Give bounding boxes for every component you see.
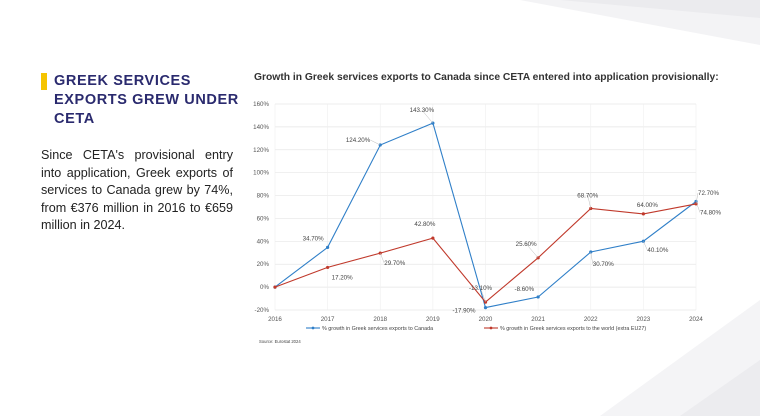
legend-marker xyxy=(489,326,493,330)
data-label: 68.70% xyxy=(577,192,598,199)
data-point xyxy=(273,285,277,289)
data-label: 17.20% xyxy=(332,274,353,281)
data-label: 34.70% xyxy=(303,235,324,242)
legend-marker xyxy=(311,326,315,330)
y-tick-label: 140% xyxy=(253,124,269,131)
y-tick-label: 20% xyxy=(257,261,270,268)
x-tick-label: 2017 xyxy=(321,316,335,323)
data-point xyxy=(589,250,593,254)
data-point xyxy=(483,305,488,310)
x-tick-label: 2020 xyxy=(479,316,493,323)
source-note: Source: Eurostat 2024 xyxy=(259,339,301,344)
x-tick-label: 2019 xyxy=(426,316,440,323)
data-point xyxy=(536,295,540,299)
y-tick-label: 40% xyxy=(257,238,270,245)
y-tick-label: 0% xyxy=(260,284,269,291)
data-point xyxy=(378,251,382,255)
page-heading: GREEK SERVICES EXPORTS GREW UNDER CETA xyxy=(54,73,239,127)
y-tick-label: 100% xyxy=(253,170,269,177)
data-label: 29.70% xyxy=(384,260,405,267)
label-leader xyxy=(525,243,539,258)
x-tick-label: 2022 xyxy=(584,316,598,323)
data-point xyxy=(641,212,645,216)
y-tick-label: -20% xyxy=(255,307,270,314)
data-label: 40.10% xyxy=(647,247,668,254)
data-label: 64.00% xyxy=(637,202,658,209)
y-tick-label: 80% xyxy=(257,193,270,200)
y-tick-label: 120% xyxy=(253,147,269,154)
data-label: 42.80% xyxy=(414,221,435,228)
data-label: 74.80% xyxy=(700,210,721,217)
y-tick-label: 160% xyxy=(253,101,269,108)
accent-bar xyxy=(41,73,47,90)
data-label: -13.10% xyxy=(469,285,493,292)
y-tick-label: 60% xyxy=(257,215,270,222)
legend-label: % growth in Greek services exports to th… xyxy=(500,326,646,332)
data-point xyxy=(326,265,330,270)
label-leader xyxy=(695,192,699,204)
legend-label: % growth in Greek services exports to Ca… xyxy=(322,326,433,332)
data-label: 25.60% xyxy=(516,241,537,248)
x-tick-label: 2016 xyxy=(268,316,282,323)
label-leader xyxy=(380,253,385,264)
data-label: 143.30% xyxy=(410,107,435,114)
data-point xyxy=(641,239,645,243)
label-leader xyxy=(421,109,434,124)
data-label: 30.70% xyxy=(593,261,614,268)
data-label: -17.90% xyxy=(452,308,476,315)
body-paragraph: Since CETA's provisional entry into appl… xyxy=(41,148,233,232)
data-label: -8.60% xyxy=(515,286,535,293)
label-leader xyxy=(480,288,486,303)
label-leader xyxy=(587,195,591,209)
x-tick-label: 2024 xyxy=(689,316,703,323)
x-tick-label: 2023 xyxy=(636,316,650,323)
label-leader xyxy=(590,251,593,265)
label-leader xyxy=(370,139,381,146)
data-point xyxy=(326,245,330,249)
data-label: 72.70% xyxy=(698,190,719,197)
x-tick-label: 2018 xyxy=(373,316,387,323)
data-label: 124.20% xyxy=(346,137,371,144)
chart-title: Growth in Greek services exports to Cana… xyxy=(254,72,719,83)
label-leader xyxy=(643,241,648,251)
heading-block: GREEK SERVICES EXPORTS GREW UNDER CETA xyxy=(41,72,241,129)
x-tick-label: 2021 xyxy=(531,316,545,323)
data-point xyxy=(431,236,435,240)
